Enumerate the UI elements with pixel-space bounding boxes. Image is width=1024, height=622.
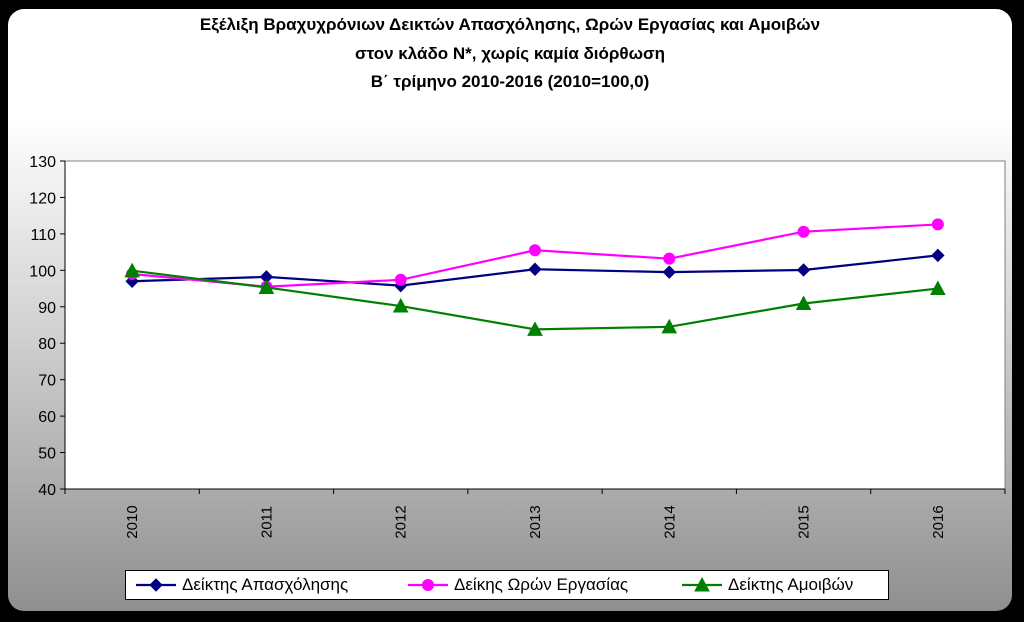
x-tick-label: 2013 (527, 505, 544, 538)
x-tick-label: 2015 (796, 505, 813, 538)
x-tick-label: 2016 (930, 505, 947, 538)
y-tick-label: 120 (29, 190, 56, 207)
y-tick-label: 90 (38, 300, 56, 317)
y-tick-label: 50 (38, 446, 56, 463)
legend-swatch-hours (408, 579, 448, 591)
chart-title-line-1: Εξέλιξη Βραχυχρόνιων Δεικτών Απασχόλησης… (199, 15, 821, 34)
data-point-wages (795, 295, 812, 310)
legend-swatch-wages (682, 576, 722, 592)
legend: Δείκτης Απασχόλησης Δείκης Ωρών Εργασίας… (125, 570, 889, 600)
data-point-wages (527, 321, 543, 336)
data-point-hours (931, 218, 944, 231)
legend-swatch-employment (136, 578, 176, 592)
x-tick-label: 2012 (393, 505, 410, 538)
data-point-hours (529, 244, 541, 257)
legend-label-wages: Δείκτης Αμοιβών (728, 575, 854, 594)
y-tick-label: 60 (38, 409, 56, 426)
chart-title-line-2: στον κλάδο Ν*, χωρίς καμία διόρθωση (355, 44, 665, 63)
data-point-wages (661, 318, 678, 334)
data-point-employment (528, 262, 542, 276)
y-tick-label: 110 (30, 227, 56, 244)
data-point-wages (124, 262, 140, 278)
chart-title-line-3: Β΄ τρίμηνο 2010-2016 (2010=100,0) (370, 72, 650, 91)
legend-label-employment: Δείκτης Απασχόλησης (182, 575, 349, 594)
y-tick-label: 130 (29, 154, 56, 171)
data-point-employment (662, 265, 676, 279)
data-point-hours (394, 273, 407, 286)
y-tick-label: 100 (29, 263, 56, 280)
legend-marker-employment (149, 578, 163, 592)
legend-marker-hours (422, 579, 434, 591)
data-point-employment (931, 248, 945, 263)
x-tick-label: 2011 (258, 506, 275, 538)
data-point-hours (663, 252, 676, 265)
y-tick-label: 80 (38, 336, 56, 353)
line-chart: 40 50 60 70 80 90 100 110 120 130 2010 2011 2012 2013… (29, 154, 1006, 539)
y-tick-label: 40 (38, 482, 56, 499)
legend-label-hours: Δείκης Ωρών Εργασίας (454, 575, 629, 594)
x-tick-label: 2014 (661, 505, 678, 538)
data-point-employment (796, 263, 811, 277)
chart-frame: Εξέλιξη Βραχυχρόνιων Δεικτών Απασχόλησης… (8, 9, 1012, 611)
data-point-wages (930, 280, 946, 296)
data-point-wages (258, 279, 275, 294)
data-point-wages (392, 297, 409, 313)
data-point-hours (797, 225, 810, 238)
x-tick-label: 2010 (124, 505, 141, 538)
legend-marker-wages (694, 576, 710, 592)
y-tick-label: 70 (38, 373, 56, 390)
